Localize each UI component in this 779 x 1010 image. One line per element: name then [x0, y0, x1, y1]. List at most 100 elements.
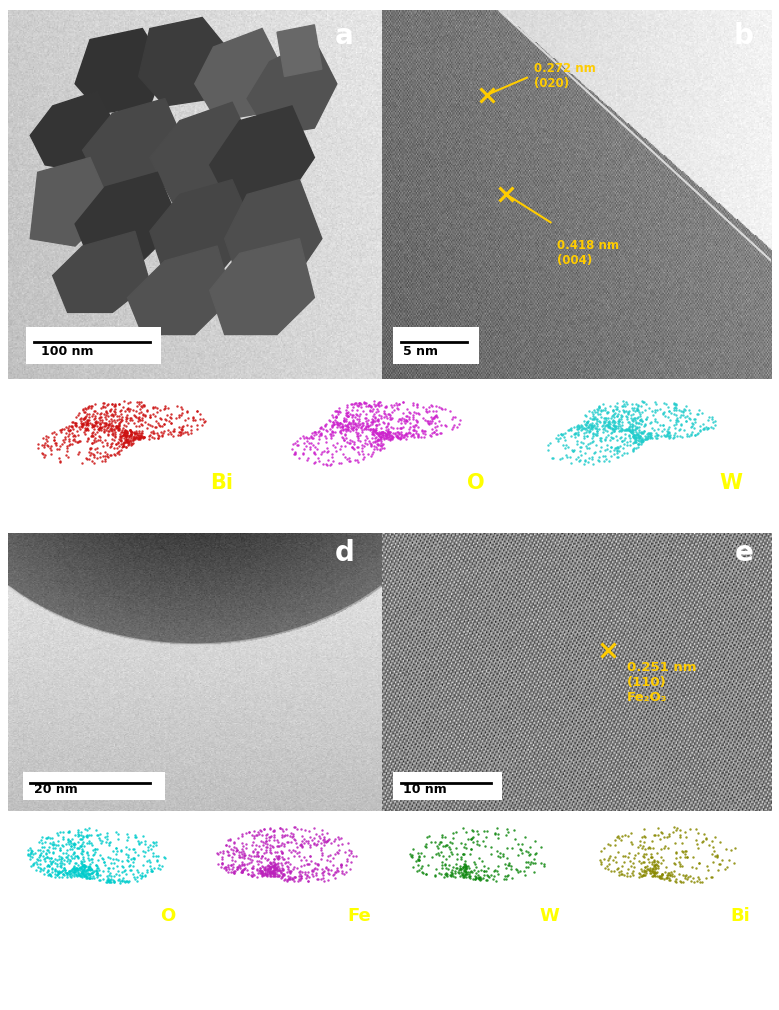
Point [356, 439, 368, 456]
Point [468, 868, 481, 884]
Point [111, 826, 124, 842]
Point [310, 837, 323, 853]
Point [296, 838, 308, 854]
Point [234, 860, 247, 876]
Point [86, 862, 98, 878]
Point [272, 855, 284, 872]
Point [158, 398, 171, 414]
Point [235, 865, 248, 881]
Point [270, 861, 282, 877]
Point [234, 858, 247, 875]
Point [259, 833, 272, 849]
Point [259, 820, 271, 836]
Point [500, 860, 513, 876]
Point [710, 846, 723, 863]
Point [117, 437, 129, 453]
Point [670, 871, 682, 887]
Point [129, 408, 142, 424]
Point [301, 433, 313, 449]
Point [77, 849, 90, 866]
Point [294, 837, 307, 853]
Point [160, 412, 172, 428]
Point [113, 418, 125, 434]
Point [55, 865, 67, 881]
Point [583, 417, 595, 433]
Point [249, 848, 262, 865]
Point [132, 405, 145, 421]
Point [26, 857, 39, 874]
Point [639, 431, 651, 447]
Point [281, 849, 294, 866]
Point [86, 416, 98, 432]
Point [454, 858, 467, 875]
Point [388, 397, 400, 413]
Point [365, 437, 377, 453]
Point [635, 433, 647, 449]
Point [71, 869, 83, 885]
Point [48, 867, 61, 883]
Point [626, 422, 639, 438]
Point [312, 856, 324, 873]
Point [692, 406, 704, 422]
Point [97, 854, 110, 871]
Point [657, 871, 670, 887]
Point [367, 441, 379, 458]
Point [384, 411, 397, 427]
Point [640, 411, 652, 427]
Point [650, 853, 663, 870]
Point [72, 839, 85, 855]
Point [97, 851, 109, 868]
Point [83, 450, 95, 467]
Point [621, 869, 633, 885]
Point [565, 454, 577, 471]
Point [535, 855, 548, 872]
Point [167, 423, 180, 439]
Point [632, 427, 644, 443]
Point [454, 861, 467, 877]
Point [100, 421, 112, 437]
Point [86, 452, 98, 469]
Point [472, 826, 485, 842]
Point [668, 426, 681, 442]
Point [273, 837, 285, 853]
Point [58, 862, 71, 878]
Point [68, 844, 80, 861]
Point [238, 862, 250, 878]
Point [37, 843, 50, 860]
Point [338, 412, 351, 428]
Point [332, 415, 344, 431]
Point [104, 422, 117, 438]
Point [55, 849, 67, 866]
Point [636, 394, 649, 410]
Point [276, 862, 288, 878]
Point [76, 855, 88, 872]
Point [424, 412, 436, 428]
Point [451, 860, 464, 876]
Point [643, 863, 655, 879]
Point [405, 847, 418, 864]
Point [655, 855, 668, 872]
Point [330, 409, 343, 425]
Point [633, 869, 646, 885]
Point [619, 408, 632, 424]
Point [640, 411, 652, 427]
Text: 5 nm: 5 nm [404, 344, 438, 358]
Point [639, 431, 651, 447]
Point [609, 405, 622, 421]
Point [640, 865, 652, 881]
Point [105, 437, 118, 453]
Point [267, 858, 280, 875]
Point [186, 409, 199, 425]
Point [97, 872, 109, 888]
Point [41, 857, 54, 874]
Point [688, 420, 700, 436]
Point [339, 426, 351, 442]
Point [441, 869, 453, 885]
Point [608, 414, 621, 430]
Point [111, 418, 123, 434]
Point [62, 431, 75, 447]
Point [668, 819, 680, 835]
Point [263, 858, 275, 875]
Point [637, 433, 650, 449]
Point [100, 875, 112, 891]
